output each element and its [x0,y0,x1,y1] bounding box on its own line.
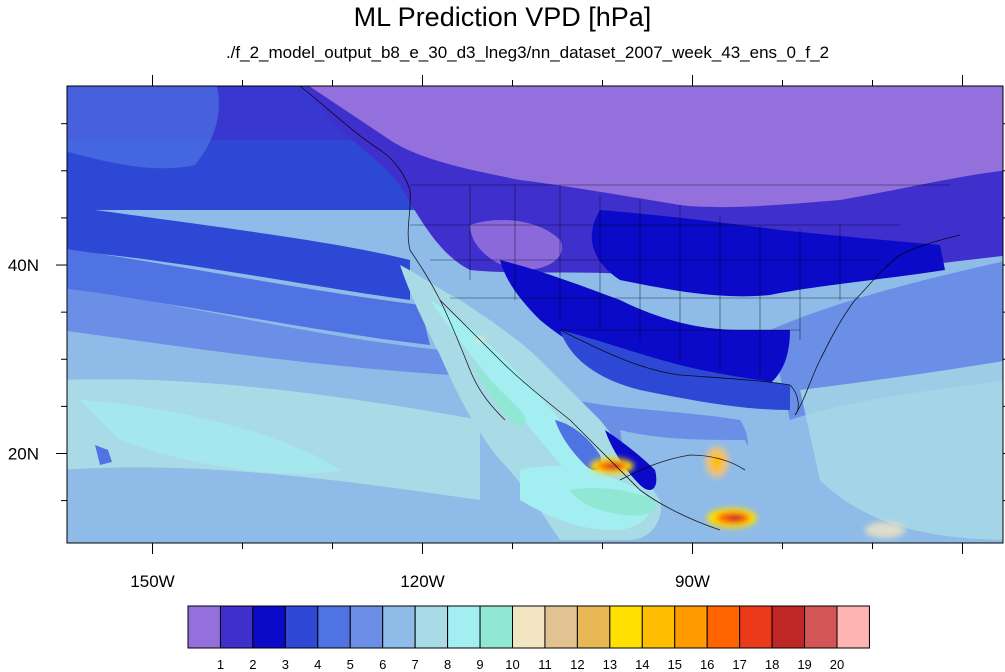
colorbar-swatch [447,605,481,649]
colorbar-labels: 1 2 3 4 5 6 7 8 9 10 11 12 13 14 15 16 17 18 19 20 [217,657,844,672]
colorbar-swatch [317,605,351,649]
colorbar-label: 9 [476,657,483,672]
colorbar-swatch [544,605,578,649]
state-borders [410,184,950,375]
colorbar-swatch [512,605,546,649]
colorbar-label: 16 [700,657,714,672]
colorbar-label: 15 [668,657,682,672]
colorbar-label: 6 [379,657,386,672]
colorbar-label: 10 [505,657,519,672]
colorbar-label: 11 [538,657,552,672]
colorbar-label: 19 [797,657,811,672]
coastline [299,86,961,531]
colorbar-label: 5 [347,657,354,672]
colorbar-swatch [706,605,741,649]
colorbar-label: 3 [282,657,289,672]
colorbar-label: 4 [314,657,321,672]
colorbar-swatch [479,605,513,649]
colorbar-label: 14 [635,657,649,672]
colorbar-label: 13 [603,657,617,672]
colorbar-swatch [382,605,416,649]
colorbar-swatch [771,605,806,649]
colorbar-swatch [804,605,838,649]
colorbar-label: 7 [412,657,419,672]
colorbar-swatch [641,605,676,649]
colorbar-label: 8 [444,657,451,672]
colorbar-label: 17 [732,657,746,672]
colorbar-swatch [349,605,384,649]
lon-tick-label: 120W [400,572,444,591]
lon-tick-label: 150W [130,572,174,591]
colorbar-label: 2 [249,657,256,672]
map-title: ML Prediction VPD [hPa] [353,2,652,32]
colorbar-swatch [576,605,611,649]
vpd-field [67,86,1003,543]
map-subtitle: ./f_2_model_output_b8_e_30_d3_lneg3/nn_d… [225,43,830,62]
colorbar-label: 12 [570,657,584,672]
lat-tick-label: 20N [8,444,39,463]
colorbar-label: 20 [830,657,844,672]
lon-tick-label: 90W [675,572,710,591]
colorbar-label: 18 [765,657,779,672]
colorbar-swatch [739,605,773,649]
colorbar-swatch [187,605,221,649]
colorbar-label: 1 [217,657,224,672]
colorbar-swatch [609,605,643,649]
map-frame [66,85,1004,544]
colorbar-swatch [674,605,708,649]
colorbar-swatch [219,605,254,649]
axis-tick-labels: 150W 120W 90W 40N 20N [8,256,710,591]
lat-tick-label: 40N [8,256,39,275]
colorbar-swatch [284,605,319,649]
colorbar [187,605,870,649]
colorbar-swatch [252,605,286,649]
colorbar-swatch [836,605,870,649]
colorbar-swatch [414,605,449,649]
